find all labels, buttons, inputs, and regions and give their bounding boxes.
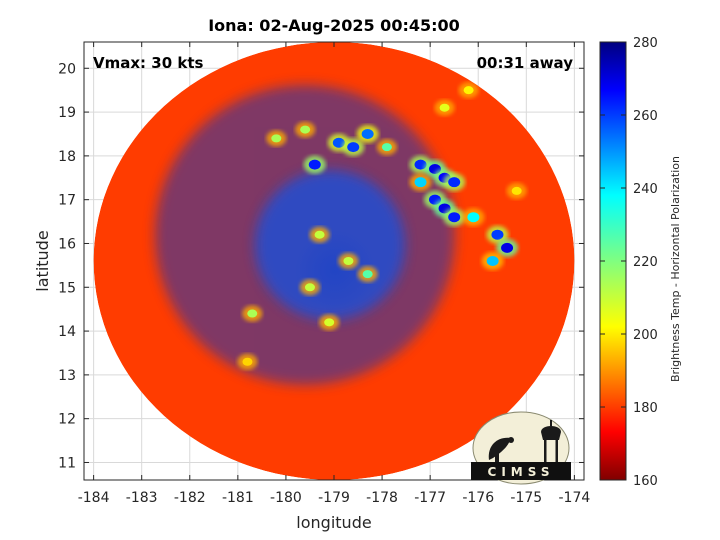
y-tick-label: 20 — [58, 61, 76, 77]
x-axis-label: longitude — [296, 513, 371, 532]
chart-title: Iona: 02-Aug-2025 00:45:00 — [208, 16, 460, 35]
dish-mount-icon — [495, 452, 499, 462]
feature-core — [362, 270, 373, 279]
feature-core — [271, 134, 282, 143]
colorbar-tick-label: 160 — [633, 474, 658, 489]
feature-core — [414, 177, 427, 188]
feature-core — [381, 143, 392, 152]
feature-core — [332, 137, 345, 148]
x-tick-label: -180 — [270, 490, 302, 506]
colorbar-tick-label: 180 — [633, 401, 658, 416]
colorbar-ticks: 160 180 200 220 240 260 280 — [600, 36, 658, 489]
y-tick-label: 16 — [58, 236, 76, 252]
colorbar-tick-label: 240 — [633, 182, 658, 197]
feature-core — [242, 357, 253, 366]
y-axis-label: latitude — [33, 230, 52, 291]
feature-core — [414, 159, 427, 170]
time-away-annotation: 00:31 away — [477, 54, 574, 72]
tower-leg-left — [544, 440, 547, 462]
colorbar-label: Brightness Temp - Horizontal Polarizatio… — [669, 156, 682, 382]
feature-core — [491, 229, 504, 240]
feature-core — [343, 257, 354, 265]
y-tick-label: 12 — [58, 412, 76, 428]
vmax-annotation: Vmax: 30 kts — [93, 54, 203, 72]
y-tick-label: 17 — [58, 193, 76, 209]
x-tick-label: -181 — [222, 490, 254, 506]
colorbar-tick-label: 280 — [633, 36, 658, 51]
feature-core — [361, 128, 374, 139]
swath-image — [93, 42, 575, 480]
feature-core — [300, 125, 311, 134]
feature-core — [308, 159, 321, 170]
logo-text: CIMSS — [488, 465, 555, 479]
x-ticks: -184 -183 -182 -181 -180 -179 -178 -177 -176 -175… — [78, 42, 590, 506]
x-tick-label: -183 — [126, 490, 158, 506]
colorbar-tick-label: 260 — [633, 109, 658, 124]
x-tick-label: -177 — [414, 490, 446, 506]
dish-tip-icon — [508, 437, 514, 443]
x-tick-label: -175 — [510, 490, 542, 506]
x-tick-label: -174 — [558, 490, 590, 506]
feature-core — [486, 256, 499, 266]
x-tick-label: -179 — [318, 490, 350, 506]
feature-core — [439, 103, 450, 112]
feature-core — [304, 283, 315, 292]
y-ticks: 11 12 13 14 15 16 17 18 19 20 — [58, 61, 584, 471]
y-tick-label: 19 — [58, 105, 76, 121]
cimss-logo: CIMSS — [471, 411, 571, 485]
x-tick-label: -182 — [174, 490, 206, 506]
feature-core — [448, 212, 461, 223]
feature-core — [511, 186, 522, 195]
x-tick-label: -176 — [462, 490, 494, 506]
feature-core — [247, 309, 258, 318]
y-tick-label: 14 — [58, 324, 76, 340]
feature-core — [448, 177, 461, 188]
feature-core — [324, 318, 335, 327]
water-tower-icon — [541, 426, 561, 440]
feature-core — [467, 212, 480, 223]
tower-leg-right — [555, 440, 558, 462]
feature-core — [463, 86, 474, 95]
logo-band — [471, 462, 571, 480]
y-tick-label: 18 — [58, 149, 76, 165]
y-tick-label: 13 — [58, 368, 76, 384]
feature-core — [501, 242, 514, 253]
colorbar-tick-label: 200 — [633, 328, 658, 343]
x-tick-label: -184 — [78, 490, 110, 506]
tower-top-icon — [550, 420, 552, 426]
colorbar-tick-label: 220 — [633, 255, 658, 270]
satellite-dish-icon — [488, 437, 511, 460]
y-tick-label: 11 — [58, 455, 76, 471]
feature-core — [314, 230, 325, 239]
x-tick-label: -178 — [366, 490, 398, 506]
y-tick-label: 15 — [58, 280, 76, 296]
feature-core — [347, 142, 360, 153]
